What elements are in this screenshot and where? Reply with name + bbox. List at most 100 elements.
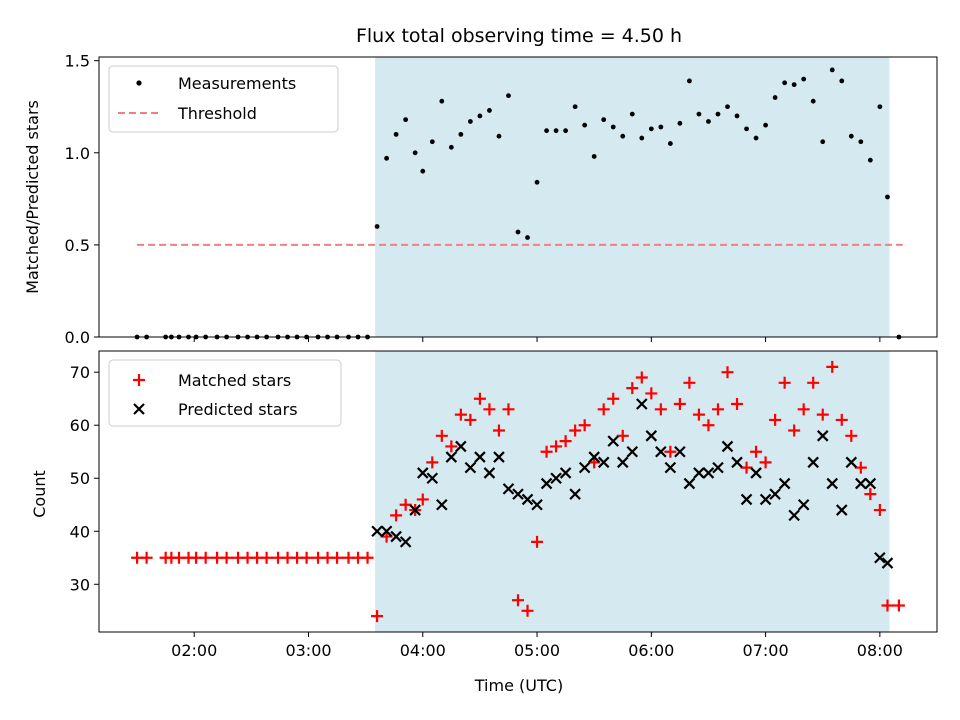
predicted-stars-point bbox=[655, 445, 667, 458]
matched-stars-point bbox=[702, 419, 715, 432]
x-tick-label: 05:00 bbox=[514, 641, 560, 660]
top-legend-box bbox=[108, 65, 339, 133]
predicted-stars-point bbox=[645, 430, 658, 442]
x-tick-label: 06:00 bbox=[628, 641, 674, 660]
measurements-point bbox=[848, 133, 854, 139]
predicted-stars-point bbox=[578, 461, 591, 474]
matched-stars-point bbox=[445, 440, 458, 453]
matched-stars-point bbox=[416, 493, 429, 506]
top-y-axis-label: Matched/Predicted stars bbox=[23, 100, 42, 294]
matched-stars-point bbox=[540, 445, 553, 458]
measurements-point bbox=[525, 235, 530, 240]
measurements-point bbox=[620, 133, 626, 139]
predicted-stars-point bbox=[559, 467, 572, 479]
matched-stars-point bbox=[512, 594, 524, 607]
matched-stars-point bbox=[864, 488, 877, 501]
matched-stars-point bbox=[399, 498, 412, 511]
measurements-point bbox=[782, 80, 788, 86]
matched-stars-point bbox=[873, 504, 886, 517]
measurements-point bbox=[477, 113, 483, 119]
measurements-point bbox=[829, 67, 835, 73]
matched-stars-point bbox=[664, 445, 677, 458]
measurements-point bbox=[384, 155, 389, 161]
measurements-point bbox=[572, 104, 578, 110]
predicted-stars-point bbox=[550, 472, 562, 485]
predicted-stars-point bbox=[521, 493, 534, 506]
measurements-point bbox=[563, 128, 569, 134]
predicted-stars-point bbox=[380, 525, 393, 538]
measurements-point bbox=[506, 93, 511, 99]
predicted-stars-point bbox=[778, 477, 791, 490]
y-tick-label: 0.0 bbox=[65, 328, 90, 347]
matched-stars-point bbox=[654, 403, 667, 416]
bottom-plot-frame bbox=[98, 350, 938, 633]
measurements-point bbox=[458, 131, 464, 137]
measurements-point bbox=[744, 126, 749, 132]
predicted-stars-point bbox=[835, 504, 848, 516]
bottom-legend: Matched stars Predicted stars bbox=[108, 359, 342, 427]
matched-stars-point bbox=[616, 429, 629, 442]
predicted-stars-point bbox=[807, 456, 819, 469]
predicted-stars-point bbox=[371, 525, 383, 538]
x-tick-label: 02:00 bbox=[171, 641, 217, 660]
matched-stars-point bbox=[521, 604, 534, 617]
matched-stars-point bbox=[816, 408, 829, 421]
matched-stars-point bbox=[361, 551, 374, 564]
matched-stars-point bbox=[607, 392, 620, 405]
matched-stars-point bbox=[711, 403, 724, 416]
measurements-point bbox=[487, 108, 492, 113]
predicted-stars-point bbox=[845, 456, 858, 469]
top-plot-frame bbox=[98, 56, 938, 338]
matched-stars-point bbox=[300, 551, 313, 564]
measurements-point bbox=[544, 128, 549, 134]
matched-stars-point bbox=[371, 610, 384, 623]
predicted-stars-point bbox=[855, 477, 867, 490]
predicted-stars-point bbox=[674, 445, 686, 458]
matched-stars-point bbox=[464, 413, 477, 426]
predicted-stars-point bbox=[416, 467, 429, 479]
predicted-stars-point bbox=[474, 451, 486, 463]
measurements-point bbox=[629, 111, 635, 117]
measurements-point bbox=[667, 141, 673, 146]
bottom-shaded-region bbox=[375, 351, 890, 632]
predicted-stars-point bbox=[588, 451, 600, 463]
measurements-point bbox=[801, 76, 807, 82]
matched-stars-point bbox=[835, 413, 848, 426]
matched-stars-point bbox=[502, 403, 515, 416]
measurements-point bbox=[403, 117, 409, 123]
matched-stars-point bbox=[390, 509, 403, 522]
top-panel: 0.0 0.5 1.0 1.5 Matched/Predicted stars Mea… bbox=[23, 52, 938, 347]
predicted-stars-point bbox=[464, 461, 477, 474]
predicted-stars-point bbox=[455, 440, 467, 453]
predicted-stars-point bbox=[874, 551, 886, 564]
matched-stars-point bbox=[483, 403, 496, 416]
predicted-stars-point bbox=[826, 477, 839, 490]
legend-threshold-label: Threshold bbox=[177, 104, 257, 123]
matched-stars-point bbox=[435, 429, 448, 442]
x-tick-label: 03:00 bbox=[285, 641, 331, 660]
measurements-point bbox=[839, 78, 845, 84]
measurements-point bbox=[393, 131, 399, 137]
measurements-point bbox=[753, 135, 759, 141]
predicted-stars-point bbox=[797, 498, 810, 511]
measurements-point bbox=[725, 104, 730, 110]
measurements-point bbox=[763, 122, 768, 128]
matched-stars-point bbox=[473, 392, 486, 405]
measurements-point bbox=[820, 139, 826, 145]
measurements-point bbox=[420, 168, 426, 174]
measurements-point bbox=[639, 135, 645, 141]
matched-stars-point bbox=[769, 413, 782, 426]
measurements-point bbox=[648, 126, 654, 132]
matched-stars-point bbox=[426, 456, 439, 469]
measurements-point bbox=[715, 111, 721, 117]
matched-stars-point bbox=[454, 408, 467, 421]
matched-stars-point bbox=[531, 535, 544, 548]
predicted-stars-point bbox=[731, 456, 743, 469]
measurements-point bbox=[582, 122, 588, 128]
measurements-point bbox=[496, 133, 502, 139]
predicted-stars-point bbox=[759, 493, 772, 506]
matched-stars-point bbox=[597, 403, 610, 416]
bottom-y-axis-label: Count bbox=[30, 470, 49, 518]
y-tick-label: 1.5 bbox=[65, 52, 90, 71]
bottom-panel: 30 40 50 60 70 02:00 03:00 04:00 05:00 06:00 07:0… bbox=[30, 350, 938, 695]
